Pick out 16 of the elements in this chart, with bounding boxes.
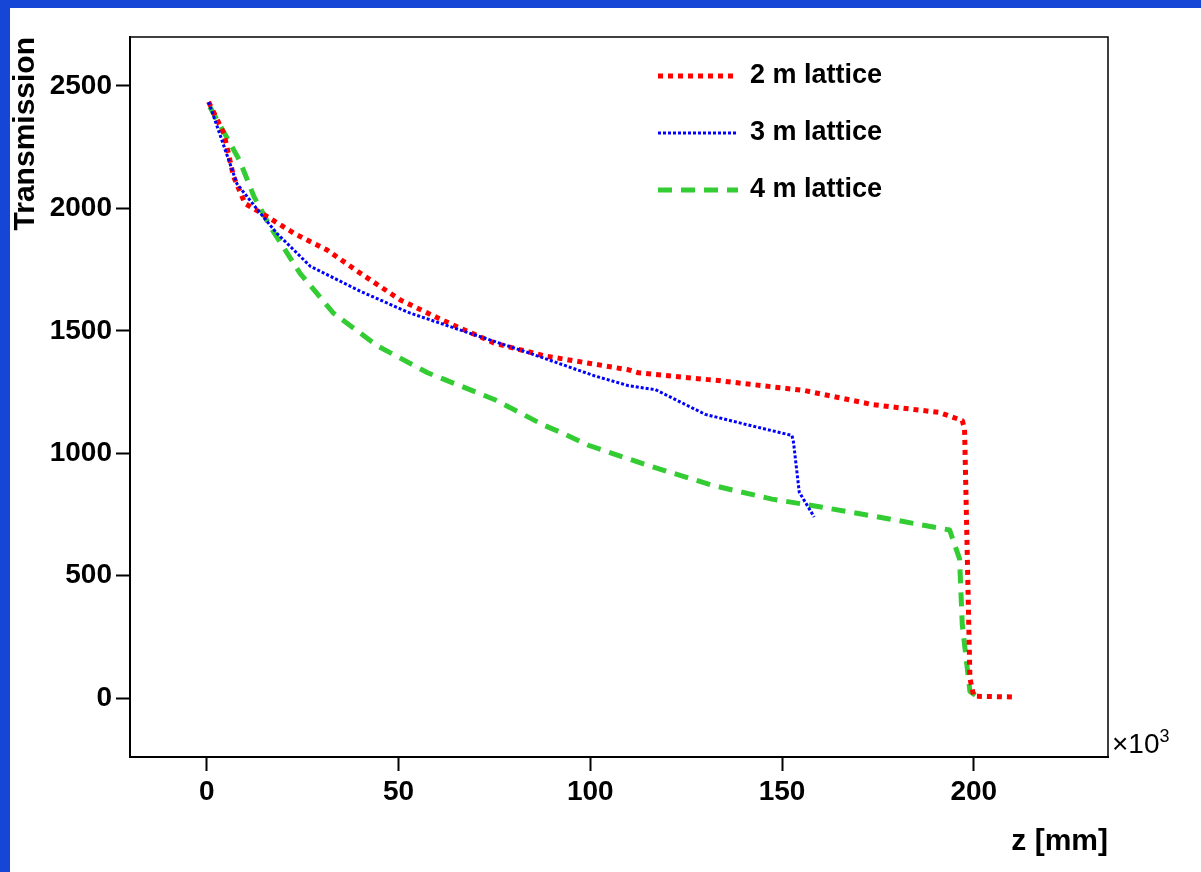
y-tick-label: 500	[65, 558, 112, 590]
x-tick-label: 150	[758, 774, 806, 806]
y-axis-title: Transmission	[7, 37, 41, 231]
x-tick-label: 100	[566, 774, 614, 806]
legend-label: 4 m lattice	[750, 173, 883, 204]
x-axis-title: z [mm]	[1011, 823, 1108, 857]
y-tick-label: 1500	[49, 313, 112, 345]
legend-label: 3 m lattice	[750, 116, 883, 147]
y-tick-label: 2000	[49, 191, 112, 223]
y-tick-label: 0	[96, 680, 112, 712]
legend-label: 2 m lattice	[750, 59, 883, 90]
x-tick-label: 50	[382, 774, 415, 806]
y-tick-label: 1000	[49, 436, 112, 468]
y-tick-label: 2500	[49, 68, 112, 100]
x-tick-label: 0	[198, 774, 215, 806]
x-tick-label: 200	[950, 774, 998, 806]
